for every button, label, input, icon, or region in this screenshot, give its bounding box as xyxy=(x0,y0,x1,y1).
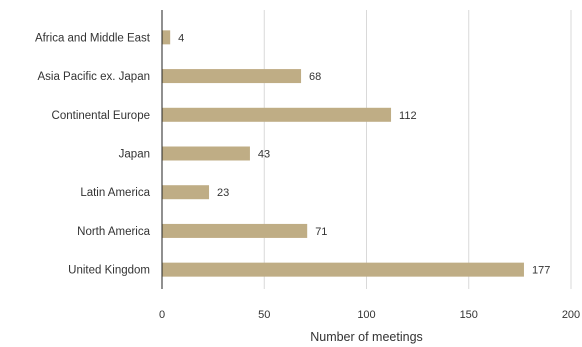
bar-united-kingdom xyxy=(162,262,524,277)
bar-continental-europe xyxy=(162,107,392,122)
category-label-japan: Japan xyxy=(119,149,150,161)
data-label-japan: 43 xyxy=(258,149,270,161)
bar-latin-america xyxy=(162,185,210,200)
category-label-asia-pacific-ex-japan: Asia Pacific ex. Japan xyxy=(37,71,150,83)
bar-north-america xyxy=(162,223,308,238)
category-label-latin-america: Latin America xyxy=(80,187,150,199)
x-tick-label-50: 50 xyxy=(258,309,270,321)
data-labels: 4 68 112 43 23 71 177 xyxy=(178,32,550,276)
x-tick-labels: 0 50 100 150 200 xyxy=(159,309,580,321)
data-label-latin-america: 23 xyxy=(217,187,229,199)
x-tick-label-200: 200 xyxy=(562,309,580,321)
data-label-africa-and-middle-east: 4 xyxy=(178,32,184,44)
data-label-united-kingdom: 177 xyxy=(532,265,550,277)
x-tick-label-0: 0 xyxy=(159,309,165,321)
bar-asia-pacific-ex-japan xyxy=(162,69,302,84)
category-label-united-kingdom: United Kingdom xyxy=(68,265,150,277)
data-label-asia-pacific-ex-japan: 68 xyxy=(309,71,321,83)
data-label-north-america: 71 xyxy=(315,226,327,238)
bar-africa-and-middle-east xyxy=(162,30,171,45)
category-label-north-america: North America xyxy=(77,226,150,238)
category-labels: Africa and Middle East Asia Pacific ex. J… xyxy=(35,32,151,276)
grid-lines xyxy=(263,10,572,289)
data-label-continental-europe: 112 xyxy=(399,110,417,122)
bar-japan xyxy=(162,146,250,161)
bars xyxy=(162,30,524,277)
category-label-africa-and-middle-east: Africa and Middle East xyxy=(35,32,151,44)
x-axis-title: Number of meetings xyxy=(310,330,423,344)
x-tick-label-100: 100 xyxy=(357,309,375,321)
x-tick-label-150: 150 xyxy=(460,309,478,321)
category-label-continental-europe: Continental Europe xyxy=(52,110,150,122)
